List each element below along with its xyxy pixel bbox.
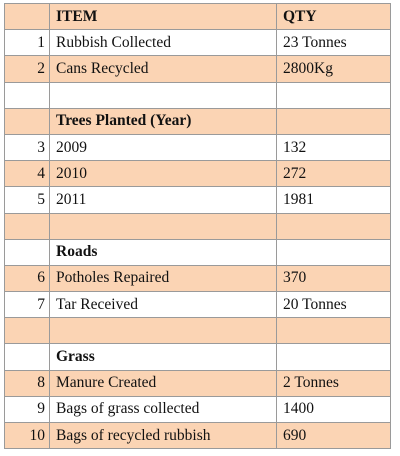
table-cell: 4 xyxy=(4,160,50,188)
table-cell: Bags of recycled rubbish xyxy=(49,421,277,450)
table-cell: 690 xyxy=(276,421,391,450)
table-cell xyxy=(4,81,50,109)
table-row: 1 Rubbish Collected 23 Tonnes xyxy=(4,29,391,57)
table-cell xyxy=(49,317,277,345)
table-row: 9 Bags of grass collected 1400 xyxy=(4,395,391,424)
table-cell xyxy=(49,212,277,240)
table-cell: 20 Tonnes xyxy=(276,291,391,319)
table-cell: 3 xyxy=(4,133,50,162)
table-cell: 1 xyxy=(4,29,50,57)
table-row: Trees Planted (Year) xyxy=(4,107,391,135)
table-cell: Tar Received xyxy=(49,291,277,319)
table-row: 2 Cans Recycled 2800Kg xyxy=(4,55,391,83)
table-cell: QTY xyxy=(276,2,391,31)
table-body: ITEM QTY 1 Rubbish Collected 23 Tonnes 2 Cans … xyxy=(4,2,391,450)
table-cell: Rubbish Collected xyxy=(49,29,277,57)
table-cell xyxy=(4,107,50,135)
table-cell xyxy=(4,317,50,345)
table-row: 4 2010 272 xyxy=(4,160,391,188)
table-cell xyxy=(49,81,277,109)
table-cell: Cans Recycled xyxy=(49,55,277,83)
table-cell xyxy=(4,212,50,240)
table-row: ITEM QTY xyxy=(4,2,391,31)
table-cell: 132 xyxy=(276,133,391,162)
table-cell xyxy=(276,107,391,135)
table-cell xyxy=(276,238,391,266)
table-cell: 5 xyxy=(4,186,50,214)
table-cell: 9 xyxy=(4,395,50,424)
table-row xyxy=(4,212,391,240)
table-cell: 272 xyxy=(276,160,391,188)
data-table: ITEM QTY 1 Rubbish Collected 23 Tonnes 2 Cans … xyxy=(4,2,391,450)
table-cell: 7 xyxy=(4,291,50,319)
table-cell: 2800Kg xyxy=(276,55,391,83)
table-cell: Roads xyxy=(49,238,277,266)
table-row: 8 Manure Created 2 Tonnes xyxy=(4,369,391,397)
table-cell xyxy=(276,317,391,345)
table-cell xyxy=(276,81,391,109)
table-cell xyxy=(276,212,391,240)
table-cell: 370 xyxy=(276,264,391,293)
table-row: Grass xyxy=(4,343,391,371)
table-cell xyxy=(4,2,50,31)
table-row: 10 Bags of recycled rubbish 690 xyxy=(4,421,391,450)
table-cell: Bags of grass collected xyxy=(49,395,277,424)
table-cell: Grass xyxy=(49,343,277,371)
table-cell: 2010 xyxy=(49,160,277,188)
table-row: Roads xyxy=(4,238,391,266)
table-cell: 8 xyxy=(4,369,50,397)
table-cell xyxy=(276,343,391,371)
table-row: 6 Potholes Repaired 370 xyxy=(4,264,391,293)
table-cell: Trees Planted (Year) xyxy=(49,107,277,135)
table-cell: 23 Tonnes xyxy=(276,29,391,57)
table-cell: 2 Tonnes xyxy=(276,369,391,397)
table-cell: Manure Created xyxy=(49,369,277,397)
table-cell: ITEM xyxy=(49,2,277,31)
table-row: 5 2011 1981 xyxy=(4,186,391,214)
table-cell xyxy=(4,238,50,266)
table-row: 3 2009 132 xyxy=(4,133,391,162)
table-cell: 1400 xyxy=(276,395,391,424)
table-row xyxy=(4,317,391,345)
table-cell: 1981 xyxy=(276,186,391,214)
table-cell: 10 xyxy=(4,421,50,450)
table-cell: Potholes Repaired xyxy=(49,264,277,293)
table-cell: 2011 xyxy=(49,186,277,214)
table-cell: 2 xyxy=(4,55,50,83)
table-row xyxy=(4,81,391,109)
table-row: 7 Tar Received 20 Tonnes xyxy=(4,291,391,319)
table-cell xyxy=(4,343,50,371)
table-cell: 2009 xyxy=(49,133,277,162)
table-cell: 6 xyxy=(4,264,50,293)
